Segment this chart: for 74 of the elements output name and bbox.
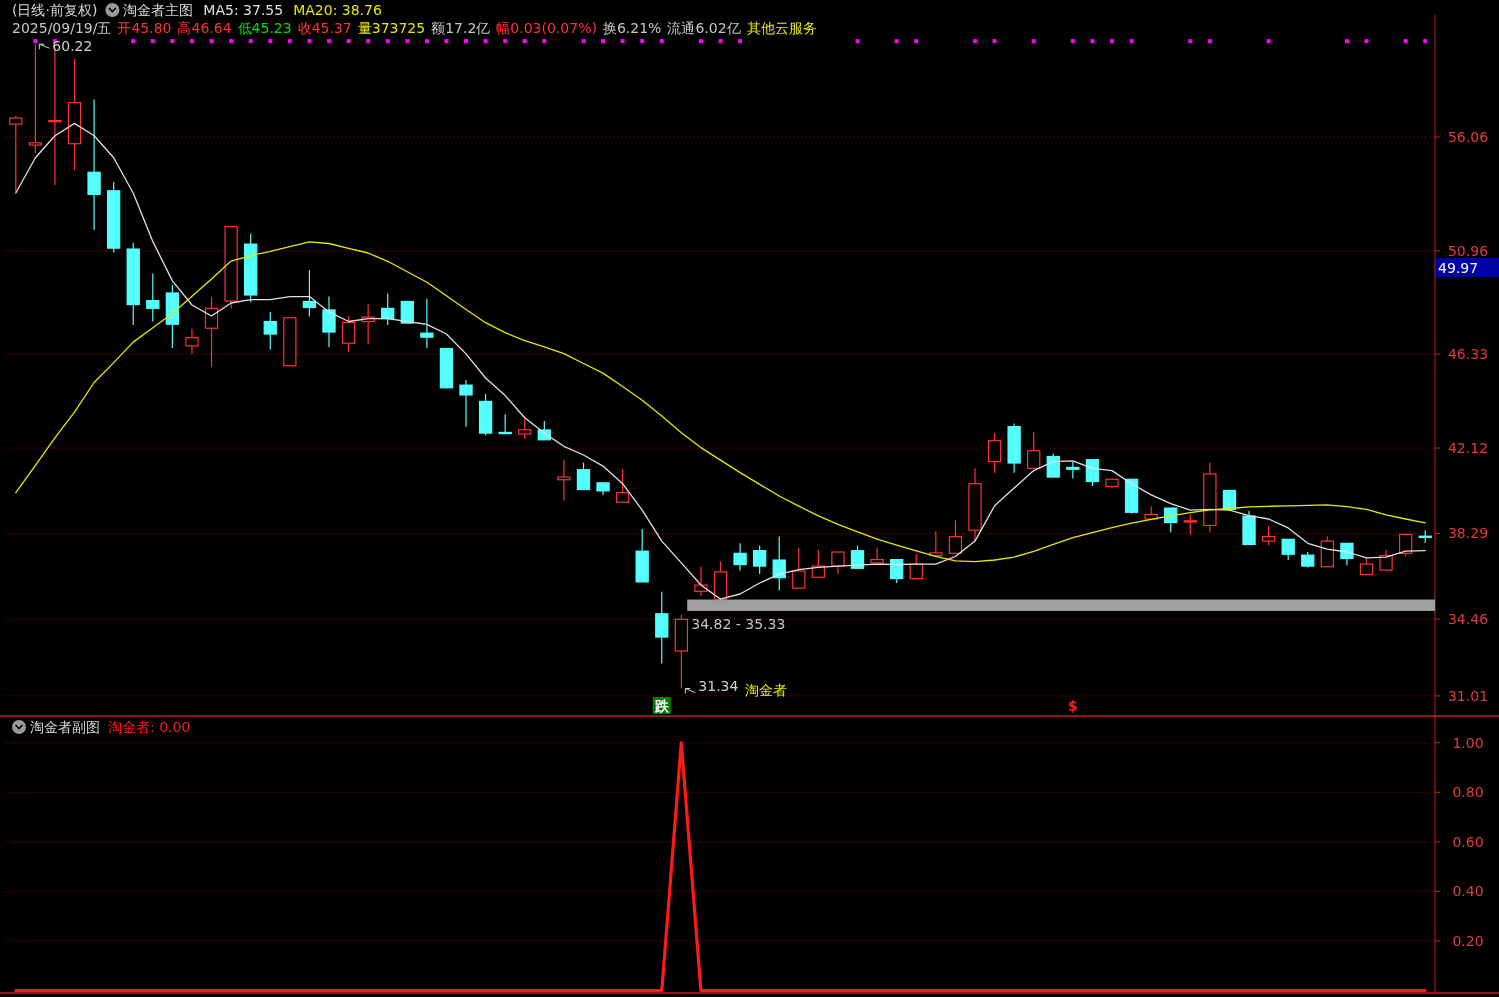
candlestick	[185, 328, 199, 355]
y-tick-label: 34.46	[1447, 610, 1489, 627]
annotation: 淘金者	[745, 681, 788, 698]
text: MA20: 38.76	[293, 2, 382, 18]
text: 49.97	[1438, 260, 1479, 276]
candlestick	[1261, 525, 1276, 547]
text: 淘金者: 0.00	[108, 719, 191, 735]
y-tick-label: 0.80	[1452, 784, 1484, 801]
y-tick-label: 0.20	[1452, 932, 1484, 949]
y-tick-label: 56.06	[1447, 129, 1489, 146]
candlestick	[615, 468, 630, 503]
candlestick	[302, 269, 317, 318]
candlestick	[1085, 459, 1100, 487]
text: MA5: 37.55	[203, 2, 284, 18]
band-label: 34.82 - 35.33	[691, 615, 786, 632]
annotation: 60.22	[52, 38, 93, 55]
candlestick	[400, 300, 414, 324]
y-tick-label: 38.29	[1447, 525, 1489, 542]
annotation: 幅0.03(0.07%)	[496, 20, 597, 36]
candlestick	[752, 544, 767, 575]
candlestick	[146, 272, 160, 323]
candlestick	[1046, 453, 1060, 478]
candlestick	[987, 432, 1002, 474]
candlestick	[9, 115, 23, 194]
y-tick-label: 50.96	[1447, 242, 1489, 259]
candlestick	[204, 296, 219, 368]
candlestick	[811, 549, 826, 578]
candlestick	[733, 542, 747, 572]
candlestick	[1183, 513, 1197, 535]
annotation: $	[1067, 698, 1078, 714]
candlestick	[420, 298, 434, 349]
annotation: 其他云服务	[746, 20, 817, 36]
annotation: 量373725	[357, 20, 426, 36]
chart-subtitle: 淘金者主图	[123, 2, 194, 18]
annotation: 31.34	[698, 677, 739, 694]
candlestick	[263, 311, 277, 351]
candlestick	[498, 413, 512, 435]
candlestick	[1164, 507, 1178, 533]
candlestick	[890, 559, 904, 584]
y-tick-label: 42.12	[1447, 440, 1489, 457]
candlestick	[576, 461, 591, 491]
annotation: 跌	[653, 698, 670, 714]
candlestick	[341, 315, 356, 353]
candlestick	[831, 551, 845, 575]
annotation: 收45.37	[297, 20, 352, 36]
annotation: 换6.21%	[602, 20, 662, 36]
candlestick	[655, 591, 669, 665]
candlestick	[1281, 538, 1295, 561]
candlestick	[557, 459, 571, 502]
annotation: 高46.64	[177, 20, 232, 36]
candlestick	[459, 379, 473, 428]
candlestick	[322, 295, 336, 348]
candlestick	[1379, 549, 1393, 571]
candlestick	[694, 566, 708, 597]
candlestick	[87, 98, 101, 231]
annotation: 低45.23	[237, 20, 292, 36]
candlestick	[772, 536, 786, 591]
y-tick-label: 31.01	[1447, 687, 1489, 704]
annotation: 开45.80	[117, 20, 172, 36]
chart-title: 淘金者副图	[30, 719, 100, 735]
annotation: 额17.2亿	[431, 20, 491, 36]
annotation: 流通6.02亿	[667, 20, 741, 36]
candlestick	[870, 546, 884, 564]
candlestick	[518, 415, 532, 440]
y-tick-label: 0.40	[1452, 883, 1484, 900]
chart-title: (日线·前复权)	[12, 2, 98, 18]
candlestick	[792, 546, 806, 589]
y-tick-label: 46.33	[1447, 346, 1489, 363]
candlestick	[1027, 431, 1041, 469]
candlestick	[1066, 461, 1080, 480]
candlestick	[948, 519, 963, 554]
y-tick-label: 0.60	[1452, 833, 1484, 850]
annotation: 2025/09/19/五	[12, 20, 112, 36]
y-tick-label: 1.00	[1452, 734, 1484, 751]
